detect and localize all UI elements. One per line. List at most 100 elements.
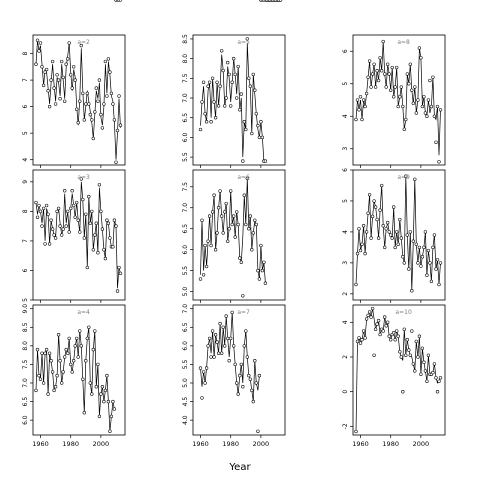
y-tick-label: 5.0 xyxy=(182,287,189,297)
data-point xyxy=(437,282,441,287)
data-point xyxy=(81,197,85,202)
data-point xyxy=(405,233,409,237)
panel-label: a=9 xyxy=(397,174,410,181)
data-point xyxy=(88,381,92,385)
panel-frame xyxy=(352,34,446,166)
data-point xyxy=(395,329,399,333)
y-tick-label: 7.5 xyxy=(182,182,189,192)
data-point xyxy=(251,72,255,77)
data-point xyxy=(380,183,384,188)
data-point xyxy=(389,233,393,237)
data-point xyxy=(38,41,43,45)
data-point xyxy=(212,193,216,197)
data-point xyxy=(112,218,117,222)
y-tick-label: 6 xyxy=(22,268,29,272)
data-point xyxy=(213,333,218,337)
data-point xyxy=(41,381,46,385)
data-point xyxy=(93,329,97,333)
data-point xyxy=(417,245,422,250)
data-point xyxy=(78,329,82,333)
data-point xyxy=(60,381,64,385)
y-tick-label: 5 xyxy=(22,131,29,135)
data-point xyxy=(43,70,47,74)
data-point xyxy=(108,236,112,240)
data-point xyxy=(204,366,209,370)
data-point xyxy=(44,203,49,208)
data-point xyxy=(369,85,373,89)
data-point xyxy=(35,347,40,352)
data-point xyxy=(263,159,268,163)
data-point xyxy=(236,64,240,69)
data-point xyxy=(70,86,74,90)
data-point xyxy=(75,107,79,111)
data-point xyxy=(109,414,114,419)
data-point xyxy=(40,224,44,228)
y-tick-label: 8 xyxy=(22,51,29,55)
data-point xyxy=(84,102,88,106)
data-point xyxy=(206,344,210,348)
data-point xyxy=(100,227,105,231)
data-point xyxy=(431,245,435,250)
data-point xyxy=(97,414,102,419)
data-point xyxy=(105,218,109,222)
data-point xyxy=(396,104,400,109)
data-point xyxy=(94,385,98,389)
panel-label: a=2 xyxy=(77,39,90,46)
data-point xyxy=(402,327,406,331)
data-point xyxy=(262,260,266,264)
data-point xyxy=(41,83,46,88)
data-point xyxy=(361,224,366,228)
data-point xyxy=(224,201,228,206)
data-point xyxy=(432,233,437,237)
y-tick-label: 6.5 xyxy=(182,113,189,123)
data-point xyxy=(387,230,391,234)
data-point xyxy=(70,189,74,193)
data-point xyxy=(66,57,70,61)
data-point xyxy=(422,95,426,99)
data-point xyxy=(220,351,224,355)
data-point xyxy=(370,214,375,219)
data-point xyxy=(366,211,370,215)
data-point xyxy=(204,120,209,124)
x-tick-label: 1980 xyxy=(382,440,399,448)
data-point xyxy=(226,239,230,243)
data-point xyxy=(253,359,257,363)
data-point xyxy=(55,373,59,378)
panel-label: a=5 xyxy=(237,39,250,46)
data-point xyxy=(44,67,49,72)
data-point xyxy=(242,193,246,197)
y-tick-label: 2 xyxy=(342,292,349,296)
data-point xyxy=(360,242,364,246)
data-point xyxy=(384,324,388,328)
data-point xyxy=(61,227,65,231)
y-tick-label: 8.5 xyxy=(22,322,29,332)
data-point xyxy=(392,331,396,335)
data-point xyxy=(428,261,432,265)
y-tick-label: 5.5 xyxy=(182,359,189,369)
data-point xyxy=(69,73,73,77)
data-point xyxy=(207,214,212,218)
x-tick-label: 1960 xyxy=(192,440,209,448)
data-point xyxy=(402,261,406,265)
data-point xyxy=(355,251,360,256)
data-point xyxy=(357,227,361,231)
panel-7: 6.0 6.5 7.0 7.5 8.0 8.5 9.0 1960 1980 2000 a=4 xyxy=(22,0,126,448)
data-point xyxy=(200,100,204,104)
data-point xyxy=(91,136,95,141)
y-tick-label: 4 xyxy=(342,320,349,324)
data-point xyxy=(209,243,213,248)
data-point xyxy=(355,339,360,344)
panel-label: a=10 xyxy=(395,309,412,316)
data-point xyxy=(254,381,258,385)
data-point xyxy=(390,65,394,70)
data-point xyxy=(398,217,402,222)
data-point xyxy=(239,92,243,96)
x-tick-label: 1960 xyxy=(32,440,49,448)
data-point xyxy=(35,215,40,219)
data-point xyxy=(429,104,434,109)
data-point xyxy=(63,99,67,103)
data-point xyxy=(198,277,203,281)
data-point xyxy=(425,379,429,383)
data-point xyxy=(367,193,372,197)
data-point xyxy=(103,59,108,64)
